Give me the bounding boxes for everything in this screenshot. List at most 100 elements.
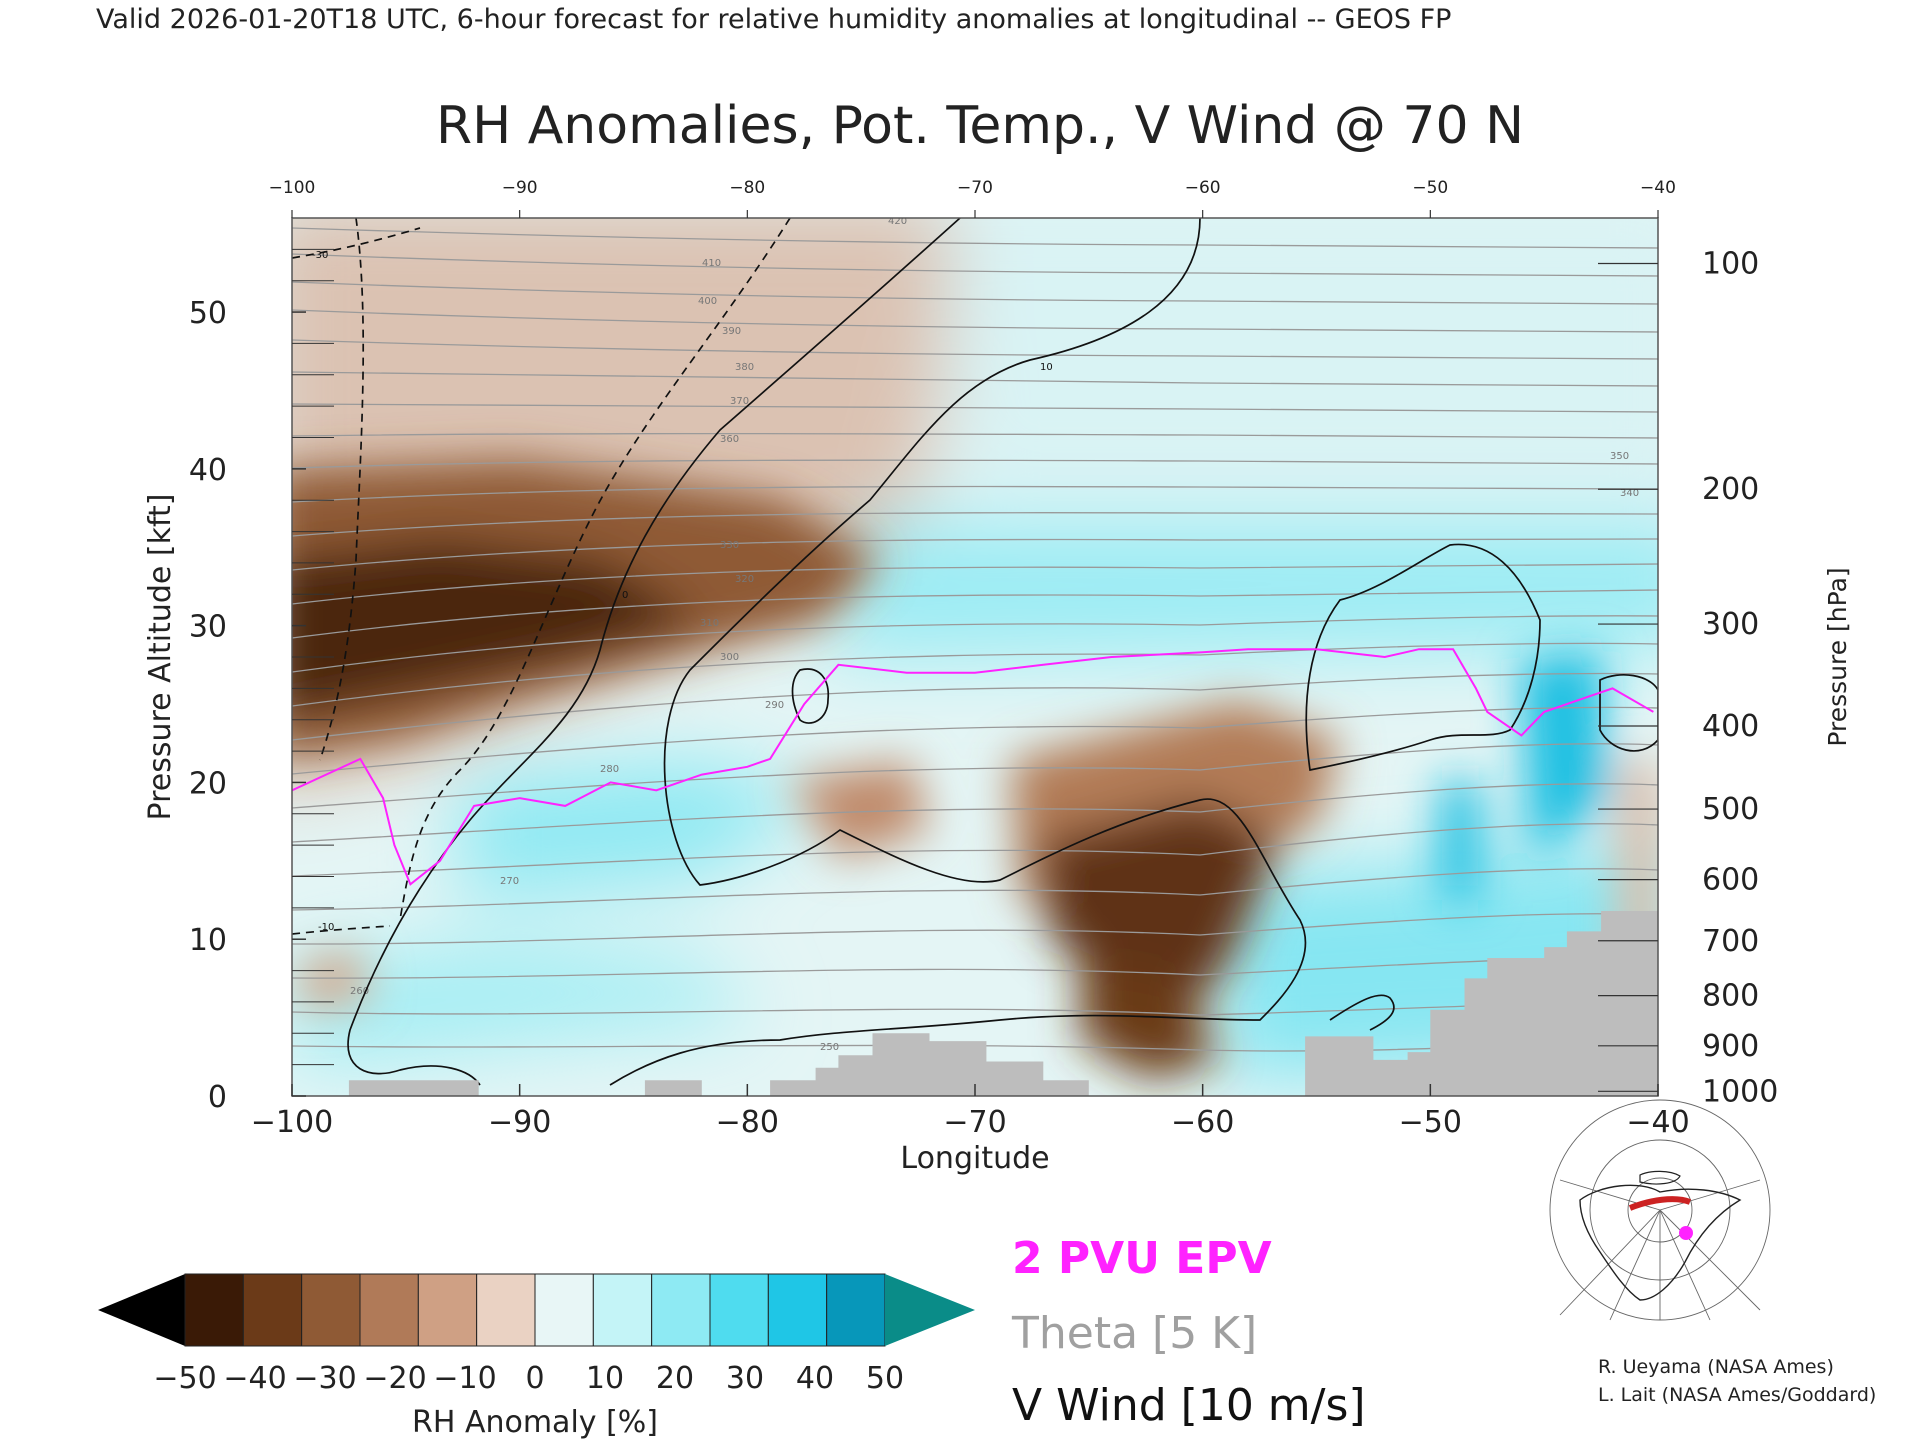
colorbar-box [534, 1273, 594, 1347]
x-tick-label: −100 [251, 1105, 333, 1140]
colorbar-box [301, 1273, 361, 1347]
colorbar-box [417, 1273, 478, 1347]
wind-label: 0 [622, 590, 628, 601]
theta-label: 320 [735, 574, 754, 585]
colorbar-tick-label: 40 [796, 1361, 834, 1396]
pressure-tick-label: 300 [1702, 607, 1759, 642]
x-tick-label: −50 [1399, 1105, 1462, 1140]
top-tick-label: −100 [269, 178, 316, 198]
colorbar-box [184, 1273, 244, 1347]
top-tick-label: −40 [1640, 178, 1676, 198]
terrain-mask [292, 911, 1658, 1096]
pressure-tick-label: 200 [1702, 472, 1759, 507]
top-tick-label: −90 [502, 178, 538, 198]
x-tick-label: −40 [1626, 1105, 1689, 1140]
colorbar-tick-label: 10 [586, 1361, 624, 1396]
colorbar-tick-label: 20 [656, 1361, 694, 1396]
y-tick-label: 50 [189, 296, 227, 331]
theta-label: 280 [600, 764, 619, 775]
theta-label: 420 [888, 216, 907, 227]
colorbar-tick-label: 0 [525, 1361, 544, 1396]
credit-line-2: L. Lait (NASA Ames/Goddard) [1598, 1384, 1876, 1406]
colorbar-box [709, 1273, 769, 1347]
y2-axis-label: Pressure [hPa] [1823, 567, 1852, 746]
wind-label: 10 [1040, 362, 1053, 373]
y-tick-label: 20 [189, 766, 227, 801]
pressure-tick-label: 700 [1702, 924, 1759, 959]
legend-epv: 2 PVU EPV [1012, 1233, 1272, 1284]
colorbar: −50 −40 −30 −20 −10 0 10 20 30 40 50 RH Anomaly [%… [98, 1273, 975, 1440]
colorbar-boxes [184, 1273, 886, 1347]
pressure-tick-label: 800 [1702, 979, 1759, 1014]
pressure-tick-label: 400 [1702, 709, 1759, 744]
wind-contour-labels: -30 -10 0 10 [312, 250, 1053, 933]
theta-label: 330 [720, 540, 739, 551]
legend-wind: V Wind [10 m/s] [1012, 1380, 1366, 1431]
wind-label: -10 [318, 922, 334, 933]
header-text: Valid 2026-01-20T18 UTC, 6-hour forecast… [96, 4, 1451, 35]
theta-contours [292, 227, 1658, 1052]
y-axis-label: Pressure Altitude [kft] [143, 494, 178, 821]
theta-label: 310 [700, 618, 719, 629]
wind-label: -30 [312, 250, 328, 261]
colorbar-high-arrow [885, 1274, 975, 1346]
theta-label: 250 [820, 1042, 839, 1053]
theta-label: 400 [698, 296, 717, 307]
colorbar-tick-label: 30 [726, 1361, 764, 1396]
x-tick-label: −80 [716, 1105, 779, 1140]
colorbar-label: RH Anomaly [%] [412, 1405, 658, 1440]
theta-label: 290 [765, 700, 784, 711]
y-tick-label: 0 [208, 1080, 227, 1115]
theta-label: 380 [735, 362, 754, 373]
colorbar-box [359, 1273, 419, 1347]
theta-contour-labels: 250 260 270 280 290 300 310 320 330 340 … [350, 216, 1639, 1053]
epv-line [292, 648, 1654, 886]
colorbar-ticks: −50 −40 −30 −20 −10 0 10 20 30 40 50 [153, 1361, 904, 1396]
pressure-tick-label: 600 [1702, 863, 1759, 898]
pressure-tick-label: 100 [1702, 246, 1759, 281]
x-tick-label: −70 [943, 1105, 1006, 1140]
top-tick-label: −50 [1412, 178, 1448, 198]
pressure-tick-label: 900 [1702, 1029, 1759, 1064]
x-tick-label: −60 [1171, 1105, 1234, 1140]
top-tick-label: −60 [1185, 178, 1221, 198]
colorbar-tick-label: −20 [363, 1361, 426, 1396]
pressure-tick-label: 1000 [1702, 1074, 1778, 1109]
colorbar-low-arrow [98, 1274, 185, 1346]
colorbar-tick-label: −10 [433, 1361, 496, 1396]
plot-area: 250 260 270 280 290 300 310 320 330 340 … [292, 216, 1658, 1096]
axes: −100 −90 −80 −70 −60 −50 −40 −100 −90 −80 −70 −60 −5… [189, 178, 1779, 1140]
theta-label: 410 [702, 258, 721, 269]
y-tick-label: 10 [189, 923, 227, 958]
x-axis-label: Longitude [900, 1141, 1049, 1176]
y-tick-label: 40 [189, 453, 227, 488]
colorbar-box [826, 1273, 886, 1347]
x-tick-label: −90 [488, 1105, 551, 1140]
colorbar-box [592, 1273, 653, 1347]
theta-label: 350 [1610, 451, 1629, 462]
theta-label: 360 [720, 434, 739, 445]
theta-label: 390 [722, 326, 741, 337]
theta-label: 340 [1620, 488, 1639, 499]
colorbar-tick-label: 50 [866, 1361, 904, 1396]
credit-line-1: R. Ueyama (NASA Ames) [1598, 1356, 1834, 1378]
colorbar-box [242, 1273, 303, 1347]
theta-label: 270 [500, 876, 519, 887]
wind-contours [292, 218, 1658, 1086]
colorbar-box [767, 1273, 828, 1347]
colorbar-box [476, 1273, 536, 1347]
inset-map [1549, 1099, 1771, 1321]
theta-label: 370 [730, 396, 749, 407]
y-tick-label: 30 [189, 610, 227, 645]
colorbar-tick-label: −50 [153, 1361, 216, 1396]
theta-label: 260 [350, 986, 369, 997]
legend-theta: Theta [5 K] [1011, 1308, 1257, 1359]
top-tick-label: −80 [729, 178, 765, 198]
theta-label: 300 [720, 652, 739, 663]
chart-title: RH Anomalies, Pot. Temp., V Wind @ 70 N [436, 96, 1524, 156]
top-tick-label: −70 [957, 178, 993, 198]
location-marker-icon [1679, 1226, 1693, 1240]
colorbar-box [651, 1273, 711, 1347]
colorbar-tick-label: −30 [293, 1361, 356, 1396]
